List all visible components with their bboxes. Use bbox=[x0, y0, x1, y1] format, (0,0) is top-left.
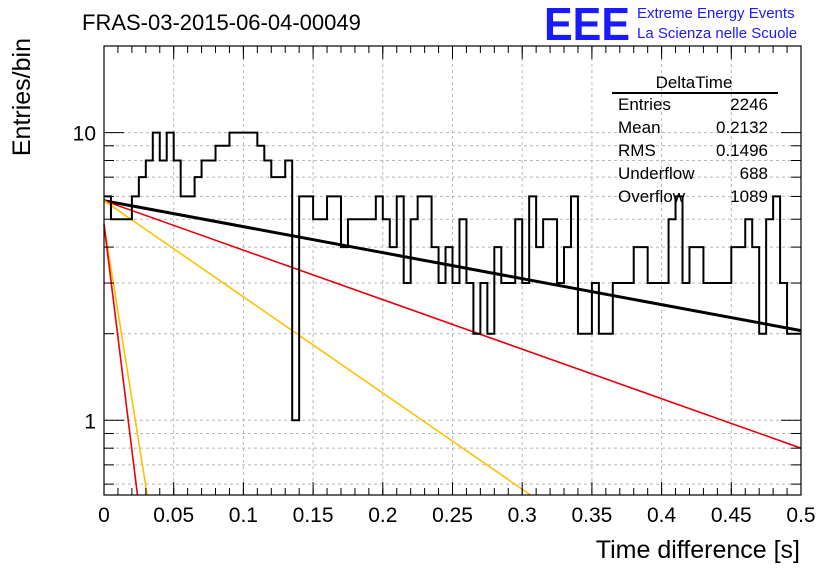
x-tick-label: 0.25 bbox=[432, 504, 473, 527]
x-tick-label: 0.1 bbox=[229, 504, 258, 527]
stats-overflow-value: 1089 bbox=[730, 187, 768, 206]
stats-underflow-label: Underflow bbox=[618, 164, 695, 183]
stats-rms-value: 0.1496 bbox=[716, 141, 768, 160]
stats-underflow-value: 688 bbox=[740, 164, 768, 183]
histogram bbox=[104, 131, 801, 422]
logo-line1: Extreme Energy Events bbox=[637, 5, 795, 22]
x-tick-label: 0.45 bbox=[711, 504, 752, 527]
fit-line bbox=[103, 200, 532, 496]
y-tick-label: 1 bbox=[84, 410, 96, 433]
y-axis-label: Entries/bin bbox=[8, 38, 36, 156]
stats-box: DeltaTime Entries 2246 Mean 0.2132 RMS 0… bbox=[612, 73, 778, 206]
fit-line bbox=[103, 199, 802, 449]
logo-line2: La Scienza nelle Scuole bbox=[637, 25, 797, 42]
x-tick-label: 0.3 bbox=[508, 504, 537, 527]
logo-mark: EEE bbox=[544, 0, 630, 50]
stats-entries-label: Entries bbox=[618, 95, 671, 114]
x-tick-label: 0.15 bbox=[293, 504, 334, 527]
stats-overflow-label: Overflow bbox=[618, 187, 686, 206]
tick-labels: 0 0.05 0.1 0.15 0.2 0.25 0.3 0.35 0.4 0.45 0.5 1 10 bbox=[73, 123, 816, 527]
axis-ticks bbox=[103, 45, 802, 495]
y-tick-label: 10 bbox=[73, 123, 96, 146]
fit-line bbox=[103, 224, 149, 496]
stats-mean-label: Mean bbox=[618, 118, 661, 137]
x-tick-label: 0 bbox=[98, 504, 110, 527]
x-tick-label: 0.05 bbox=[153, 504, 194, 527]
chart-title: FRAS-03-2015-06-04-00049 bbox=[82, 10, 361, 35]
stats-entries-value: 2246 bbox=[730, 95, 768, 114]
stats-mean-value: 0.2132 bbox=[716, 118, 768, 137]
x-tick-label: 0.35 bbox=[571, 504, 612, 527]
fit-line bbox=[103, 224, 139, 496]
x-axis-label: Time difference [s] bbox=[596, 536, 800, 564]
x-tick-label: 0.2 bbox=[368, 504, 397, 527]
stats-rms-label: RMS bbox=[618, 141, 656, 160]
x-tick-label: 0.4 bbox=[647, 504, 677, 527]
histogram-outline bbox=[104, 131, 801, 422]
eee-logo: EEE Extreme Energy Events La Scienza nel… bbox=[544, 0, 797, 50]
x-tick-label: 0.5 bbox=[786, 504, 815, 527]
stats-title: DeltaTime bbox=[656, 73, 733, 92]
